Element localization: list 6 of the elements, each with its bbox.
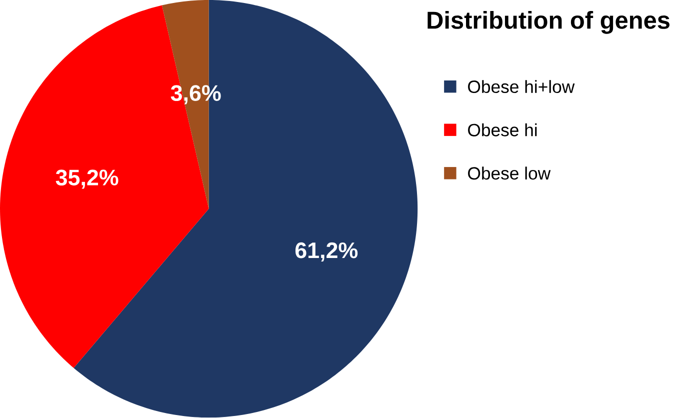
data-label: 35,2% [56, 170, 118, 189]
chart-title: Distribution of genes [428, 11, 670, 34]
legend-label: Obese hi [468, 124, 537, 137]
legend-label: Obese low [468, 166, 551, 180]
legend-label: Obese hi+low [468, 80, 575, 94]
data-label: 61,2% [295, 242, 358, 262]
